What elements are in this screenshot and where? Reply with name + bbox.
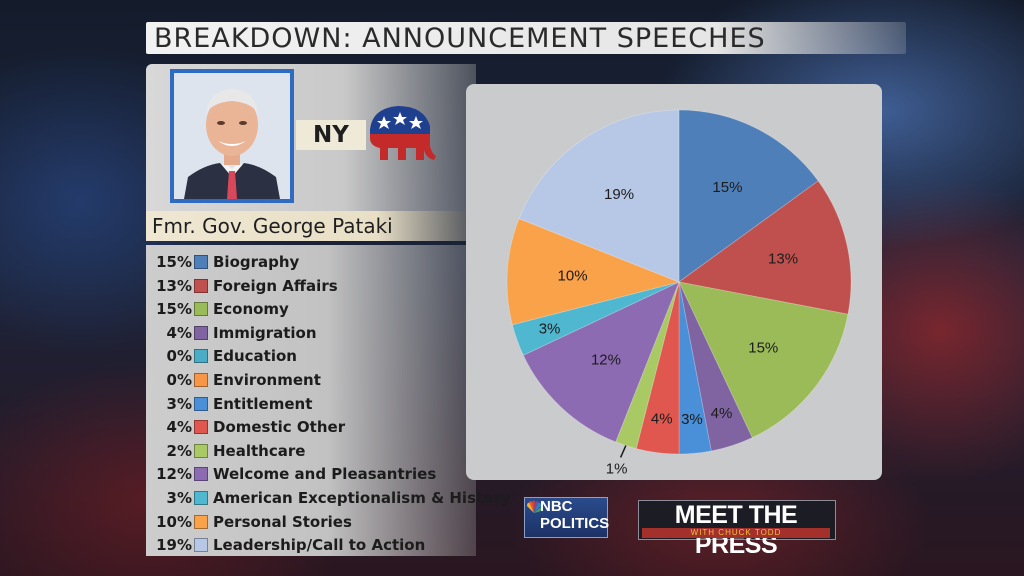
legend-swatch [194,420,208,435]
legend-percent: 4% [166,418,192,437]
legend-swatch [194,514,208,529]
candidate-name: Fmr. Gov. George Pataki [152,214,393,238]
legend-item: 13% Foreign Affairs [150,275,338,297]
legend-percent: 12% [156,465,192,484]
slice-label: 19% [604,186,634,203]
slice-label: 4% [711,405,733,422]
chuck-todd-text: WITH CHUCK TODD [642,528,830,538]
legend-item: 4% Domestic Other [150,416,346,438]
pie-slice [511,281,680,356]
legend-item: 12% Welcome and Pleasantries [150,463,436,485]
legend-percent: 4% [166,323,192,342]
pie-slice [678,281,712,455]
legend-label: Welcome and Pleasantries [213,465,437,484]
legend-swatch [194,443,208,458]
title-bar [146,22,906,54]
legend-label: Economy [213,300,289,319]
pie-slice [678,180,852,315]
candidate-portrait-icon [174,73,290,199]
slice-label: 4% [651,411,673,428]
legend-swatch [194,373,208,387]
slice-leader-line [619,445,627,458]
legend-item: 3% American Exceptionalism & History [150,487,511,509]
name-bar [146,211,476,241]
pie-chart: 15% 13% 15% 4% 3% 4% 1% 12% 3% 10% 19% [506,109,852,477]
politics-text: POLITICS [540,515,610,532]
nbc-politics-text: NBC POLITICS [540,498,610,532]
legend-label: Domestic Other [213,418,346,437]
slice-label: 13% [768,251,798,268]
legend-label: Environment [213,371,321,389]
slice-label: 15% [712,179,742,196]
nbc-text: NBC [540,498,573,515]
slice-label: 15% [748,339,778,356]
legend-percent: 15% [156,300,192,319]
slice-label: 3% [539,321,561,338]
legend-label: Education [213,347,297,366]
legend-item: 10% Personal Stories [150,511,352,533]
legend-item: 15% Biography [150,251,299,273]
legend-percent: 19% [156,536,192,555]
legend-swatch [194,491,208,505]
legend-swatch [194,349,208,364]
legend-percent: 2% [166,441,192,460]
legend-item: 2% Healthcare [150,440,306,462]
legend-swatch [194,396,208,411]
pie-slice [678,281,753,452]
legend-swatch [194,255,208,269]
legend-label: American Exceptionalism & History [213,489,511,507]
republican-elephant-icon [370,106,436,160]
legend-percent: 3% [166,394,192,413]
legend-item: 0% Environment [150,369,321,391]
pie-slice [522,281,680,443]
legend-swatch [194,302,208,317]
pie-slice [518,109,680,283]
legend-label: Personal Stories [213,512,352,531]
legend-swatch [194,278,208,293]
legend-item: 0% Education [150,345,297,367]
pie-slice [506,218,681,326]
state-label: NY [313,122,349,148]
legend-item: 15% Economy [150,298,289,320]
pie-slice [678,109,819,283]
meet-the-press-text: MEET THE PRESS [674,501,798,559]
state-badge [296,120,366,150]
legend-label: Leadership/Call to Action [213,536,426,555]
legend-swatch [194,467,208,482]
legend-label: Foreign Affairs [213,276,338,295]
slice-label: 10% [558,267,588,284]
legend-percent: 3% [166,489,192,507]
legend-percent: 0% [166,371,192,389]
candidate-photo [174,73,290,199]
slice-label: 3% [681,411,703,428]
legend-item: 3% Entitlement [150,393,313,415]
slice-label: 12% [591,352,621,369]
legend-label: Healthcare [213,441,306,460]
page-title: BREAKDOWN: ANNOUNCEMENT SPEECHES [154,23,766,54]
slice-label: 1% [606,460,628,477]
legend-percent: 13% [156,276,192,295]
pie-slice [635,281,680,455]
legend-label: Immigration [213,323,317,342]
legend-swatch [194,538,208,553]
legend-label: Biography [213,253,300,271]
peacock-icon [527,500,542,513]
legend-percent: 0% [166,347,192,366]
legend-item: 19% Leadership/Call to Action [150,534,425,556]
legend-swatch [194,325,208,340]
pie-slice [678,281,849,439]
legend-percent: 10% [156,512,192,531]
legend-percent: 15% [156,253,192,271]
legend-label: Entitlement [213,394,313,413]
legend-item: 4% Immigration [150,322,317,344]
